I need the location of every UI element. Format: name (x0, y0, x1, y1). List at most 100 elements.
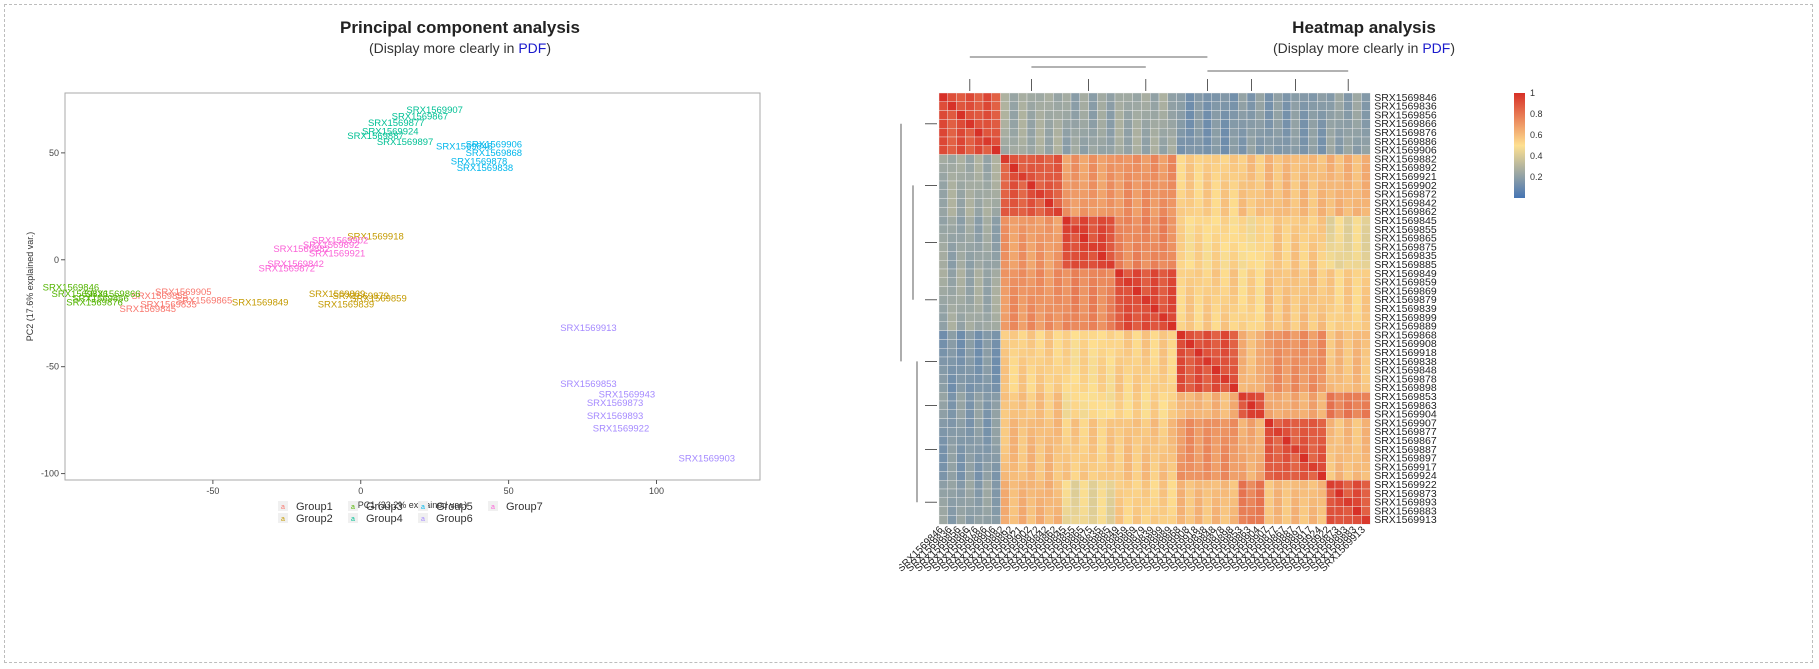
heatmap-cell (1026, 171, 1037, 182)
heatmap-cell (1176, 303, 1186, 314)
heatmap-cell (1167, 392, 1177, 402)
heatmap-cell (1326, 392, 1336, 402)
pca-pdf-link[interactable]: PDF (518, 40, 547, 56)
heatmap-cell (947, 348, 957, 358)
heatmap-cell (1282, 295, 1292, 305)
heatmap-cell (1317, 321, 1327, 331)
heatmap-cell (1061, 251, 1072, 261)
heatmap-cell (1149, 242, 1160, 252)
heatmap-cell (982, 330, 993, 340)
heatmap-cell (1141, 321, 1151, 331)
pca-point-label: SRX1569859 (350, 293, 407, 304)
heatmap-cell (947, 277, 957, 287)
heatmap-cell (1308, 444, 1318, 455)
heatmap-cell (982, 259, 993, 270)
heatmap-cell (1114, 400, 1125, 411)
heatmap-row-label: SRX1569899 (1374, 312, 1437, 324)
heatmap-cell (947, 215, 957, 226)
heatmap-cell (1229, 145, 1239, 155)
heatmap-cell (1079, 418, 1089, 428)
heatmap-cell (973, 145, 984, 155)
heatmap-cell (1132, 365, 1142, 375)
heatmap-cell (1132, 409, 1142, 419)
heatmap-cell (1141, 119, 1151, 129)
heatmap-cell (1282, 233, 1292, 243)
heatmap-cell (1061, 506, 1072, 516)
heatmap-cell (947, 392, 957, 402)
heatmap-cell (991, 101, 1001, 111)
heatmap-cell (1238, 348, 1248, 358)
heatmap-cell (1308, 400, 1318, 411)
heatmap-cell (1114, 180, 1125, 191)
heatmap-cell (1326, 480, 1336, 490)
heatmap-cell (1105, 453, 1116, 463)
heatmap-cell (1361, 312, 1371, 323)
heatmap-cell (1114, 436, 1125, 446)
heatmap-cell (1334, 312, 1345, 323)
heatmap-cell (973, 163, 984, 173)
heatmap-cell (947, 427, 957, 437)
heatmap-cell (1149, 215, 1160, 226)
heatmap-cell (1044, 383, 1054, 393)
heatmap-cell (1097, 136, 1107, 147)
heatmap-cell (1308, 471, 1318, 481)
heatmap-cell (1194, 453, 1204, 463)
heatmap-pdf-link[interactable]: PDF (1422, 40, 1451, 56)
heatmap-cell (1238, 92, 1248, 103)
heatmap-cell (1176, 198, 1186, 208)
heatmap-cell (1009, 119, 1019, 129)
heatmap-cell (1053, 92, 1063, 103)
heatmap-cell (1123, 497, 1133, 507)
heatmap-cell (1105, 418, 1116, 428)
heatmap-cell (1343, 348, 1353, 358)
heatmap-cell (1053, 154, 1063, 164)
heatmap-cell (991, 506, 1001, 516)
heatmap-cell (1044, 409, 1054, 419)
heatmap-cell (938, 339, 949, 349)
heatmap-cell (1009, 110, 1019, 120)
heatmap-cell (1255, 251, 1265, 261)
pca-point-label: SRX1569842 (267, 259, 324, 270)
heatmap-cell (1273, 127, 1283, 138)
heatmap-cell (1044, 444, 1054, 455)
heatmap-cell (1088, 418, 1098, 428)
heatmap-legend-tick-label: 0.4 (1530, 151, 1543, 161)
heatmap-cell (938, 207, 949, 217)
heatmap-cell (1220, 488, 1230, 499)
heatmap-cell (1035, 303, 1045, 314)
heatmap-cell (1167, 215, 1177, 226)
heatmap-cell (1185, 127, 1195, 138)
heatmap-cell (991, 268, 1001, 279)
pca-legend-key (418, 513, 428, 523)
heatmap-cell (938, 321, 949, 331)
heatmap-cell (1238, 488, 1248, 499)
heatmap-cell (1167, 383, 1177, 393)
heatmap-cell (1000, 136, 1010, 147)
heatmap-cell (991, 471, 1001, 481)
heatmap-row-label: SRX1569906 (1374, 145, 1437, 157)
heatmap-cell (982, 427, 993, 437)
pca-legend-key-glyph: a (281, 504, 285, 511)
heatmap-cell (1334, 427, 1345, 437)
heatmap-cell (1000, 251, 1010, 261)
heatmap-cell (1000, 242, 1010, 252)
heatmap-cell (1097, 497, 1107, 507)
heatmap-cell (1343, 189, 1353, 199)
heatmap-cell (1105, 497, 1116, 507)
heatmap-cell (1246, 295, 1257, 305)
heatmap-cell (1000, 321, 1010, 331)
heatmap-cell (1238, 163, 1248, 173)
heatmap-cell (1141, 92, 1151, 103)
heatmap-cell (1290, 171, 1301, 182)
heatmap-cell (1114, 242, 1125, 252)
heatmap-cell (1088, 295, 1098, 305)
heatmap-cell (1035, 163, 1045, 173)
heatmap-cell (1176, 127, 1186, 138)
pca-subtitle-prefix: (Display more clearly in (368, 40, 519, 56)
heatmap-cell (1158, 119, 1169, 129)
heatmap-cell (1079, 303, 1089, 314)
heatmap-row-label: SRX1569913 (1374, 514, 1437, 526)
heatmap-cell (1273, 154, 1283, 164)
heatmap-cell (1185, 286, 1195, 296)
heatmap-cell (1185, 400, 1195, 411)
